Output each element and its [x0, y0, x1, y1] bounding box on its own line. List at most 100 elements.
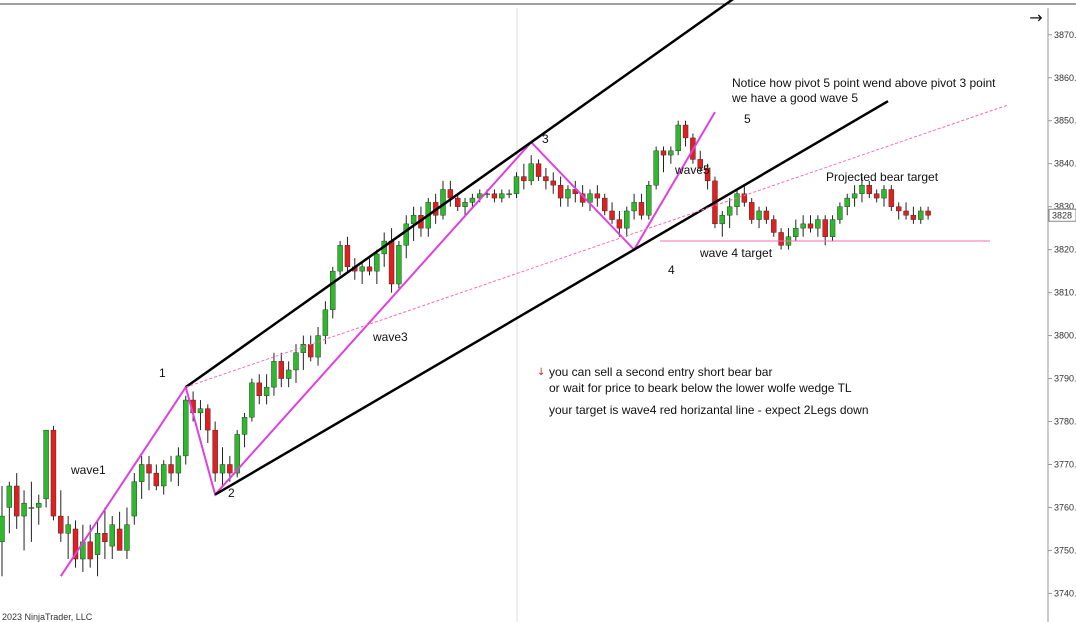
candle [800, 215, 806, 237]
candle [410, 206, 417, 242]
candle-body [227, 464, 233, 474]
axis-tick-label: 3820. [1054, 245, 1076, 255]
axis-tick-label: 3770. [1054, 459, 1076, 469]
candle-body [43, 429, 49, 500]
candle-body [410, 215, 417, 225]
candle [646, 180, 652, 220]
candle-body [624, 210, 630, 229]
annotation-notice-line2: we have a good wave 5 [731, 91, 858, 105]
pivot-4-label: 4 [668, 263, 675, 277]
candle-body [65, 524, 71, 534]
upper-wedge-trendline [185, 0, 734, 389]
candle-body [50, 429, 57, 517]
candle [249, 378, 255, 422]
candle [925, 206, 931, 220]
note-sell-line2: or wait for price to beark below the low… [549, 381, 852, 395]
candle-body [197, 408, 204, 414]
candle [271, 352, 277, 396]
candle [13, 473, 20, 529]
candle-body [844, 197, 850, 207]
candle-body [925, 210, 931, 216]
candle [183, 395, 189, 465]
axis-tick-label: 3870. [1054, 30, 1076, 40]
candle [300, 335, 307, 370]
candle-body [403, 223, 409, 246]
candle [844, 193, 850, 216]
candle [374, 249, 380, 285]
axis-tick-label: 3840. [1054, 159, 1076, 169]
candle [704, 163, 711, 190]
candle-body [219, 464, 226, 474]
candle [565, 185, 571, 207]
candle [396, 241, 402, 289]
current-price-badge [1048, 208, 1076, 222]
pivot-1-label: 1 [159, 366, 166, 380]
candle [756, 206, 762, 229]
candle-body [249, 382, 255, 418]
candle [675, 120, 681, 156]
pivot-5-label: 5 [744, 112, 751, 126]
candle-body [131, 481, 138, 517]
wave3-label: wave3 [372, 330, 408, 344]
axis-tick-label: 3850. [1054, 116, 1076, 126]
candle-body [315, 335, 321, 358]
candle-body [763, 210, 770, 220]
annotation-notice-line1: Notice how pivot 5 point wend above pivo… [732, 76, 996, 90]
candle [21, 490, 27, 551]
pivot-2-label: 2 [228, 486, 235, 500]
candle [543, 167, 549, 190]
projected-bear-target-label: Projected bear target [826, 170, 939, 184]
candle-body [918, 210, 924, 220]
candle-body [704, 167, 711, 182]
candle-body [153, 472, 160, 487]
candle [550, 172, 556, 194]
candle [197, 400, 204, 431]
candle [910, 206, 917, 224]
candle-body [271, 361, 277, 388]
candle [903, 202, 909, 220]
candle-body [175, 455, 182, 474]
candle [866, 180, 872, 199]
candle-body [374, 253, 380, 272]
candle-body [330, 270, 336, 310]
candle [631, 193, 637, 220]
candle [337, 241, 343, 276]
arrow-right-icon[interactable]: → [1029, 8, 1043, 27]
candle [403, 215, 409, 259]
candle [212, 421, 218, 482]
candle [138, 455, 145, 499]
candle [65, 516, 71, 560]
axis-tick-label: 3780. [1054, 417, 1076, 427]
candle-body [241, 417, 248, 435]
candle-body [594, 193, 601, 199]
candle-body [734, 193, 740, 207]
candle [521, 163, 527, 190]
axis-tick-label: 3860. [1054, 73, 1076, 83]
candle-body [903, 210, 909, 216]
candle-body [873, 193, 880, 199]
candle-body [609, 210, 615, 220]
candle-body [602, 197, 608, 212]
candle [682, 120, 689, 147]
price-axis: 3870. 3860. 3850. 3840. 3830.3828 3820. 3810. 3… [1047, 8, 1076, 622]
candle-body [109, 524, 115, 547]
candle [153, 464, 160, 491]
candle [660, 146, 667, 173]
candle [359, 262, 365, 285]
candle [43, 429, 49, 508]
candle-body [749, 202, 755, 220]
pivot-3-label: 3 [542, 132, 549, 146]
candle [469, 193, 476, 207]
candle [638, 193, 645, 220]
candle-body [102, 533, 108, 543]
axis-tick-label: 3750. [1054, 545, 1076, 555]
candle [58, 490, 64, 542]
candle [726, 198, 733, 229]
candle [499, 189, 505, 203]
candle-body [183, 399, 189, 457]
wave-zigzag-line [59, 111, 716, 577]
candle-body [285, 369, 292, 379]
candle-body [616, 219, 623, 229]
candle [72, 520, 79, 568]
